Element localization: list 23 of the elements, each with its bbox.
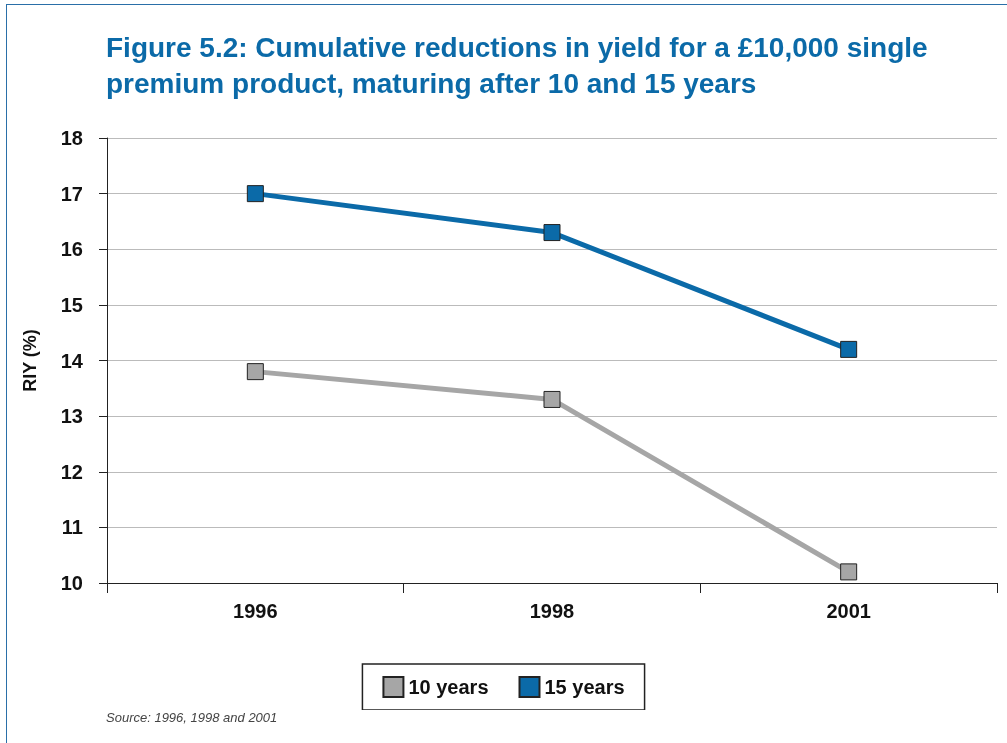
x-tick-label: 1996: [233, 600, 278, 622]
y-tick-label: 14: [60, 349, 84, 372]
point: [543, 390, 561, 408]
source-note: Source: 1996, 1998 and 2001: [106, 710, 278, 725]
point: [840, 340, 858, 358]
x-tick-label: 1998: [529, 600, 575, 622]
y-tick-label: 16: [60, 238, 83, 261]
y-tick-label: 15: [60, 293, 83, 316]
x-tick-label: 2001: [826, 600, 871, 622]
legend-label: 15 years: [544, 676, 625, 698]
point: [246, 363, 264, 381]
legend-label: 10 years: [408, 676, 489, 698]
y-tick-label: 11: [61, 516, 83, 539]
point: [246, 185, 264, 203]
y-tick-label: 17: [60, 182, 83, 205]
y-tick-label: 18: [60, 127, 83, 149]
y-tick-label: 13: [60, 405, 83, 428]
point: [840, 563, 858, 581]
y-tick-label: 10: [60, 572, 83, 594]
y-axis-title: RIY (%): [20, 329, 40, 392]
chart-title: Figure 5.2: Cumulative reductions in yield for a £10,000 single premium product, maturing after 10 and 15 years: [106, 31, 929, 101]
point: [543, 224, 561, 242]
y-tick-label: 12: [60, 460, 83, 483]
